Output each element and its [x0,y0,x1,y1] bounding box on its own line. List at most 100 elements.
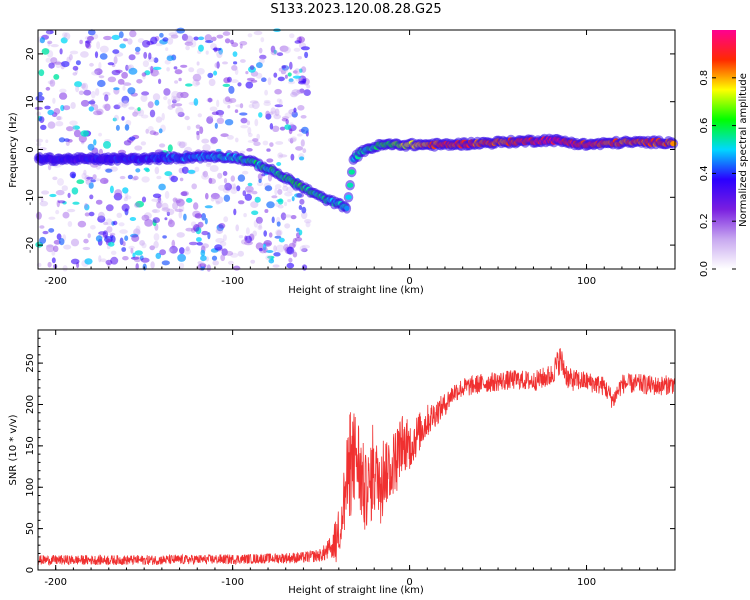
y-tick-label: 10 [25,95,36,108]
noise-blob [95,235,103,242]
noise-blob [196,237,202,242]
noise-blob [113,192,123,201]
noise-blob [228,260,234,265]
noise-blob [284,74,288,79]
noise-blob [290,136,297,142]
noise-blob [285,118,289,125]
noise-blob [207,72,214,78]
noise-blob [112,49,120,54]
noise-blob [183,248,191,255]
noise-blob [245,81,254,89]
noise-blob [150,261,155,269]
noise-blob [49,79,56,87]
noise-blob [250,201,259,209]
noise-blob [196,242,203,246]
noise-blob [229,98,237,103]
noise-blob [122,256,129,261]
noise-blob [287,199,292,203]
y-tick-label: 200 [25,395,36,414]
noise-blob [286,246,295,255]
noise-blob [55,121,64,127]
noise-blob [251,210,259,216]
noise-blob [63,244,72,250]
noise-blob [105,218,113,226]
noise-blob [132,252,136,258]
noise-blob [211,255,218,261]
noise-blob [90,179,97,183]
noise-blob [39,236,47,244]
noise-blob [75,85,80,93]
noise-blob [243,213,247,218]
y-tick-label: -10 [25,189,36,205]
noise-blob [125,195,132,200]
noise-blob [281,65,287,69]
x-tick-label: 100 [577,577,596,588]
noise-blob [170,175,178,183]
noise-blob [207,97,213,103]
noise-blob [48,228,55,233]
noise-blob [245,185,254,193]
noise-blob [129,217,137,221]
noise-blob [237,250,244,257]
noise-blob [87,143,95,151]
noise-blob [196,130,200,136]
noise-blob [230,252,239,258]
noise-blob [142,72,146,80]
noise-blob [193,36,199,41]
noise-blob [205,192,209,200]
noise-blob [166,55,174,61]
noise-blob [47,121,56,129]
colorbar-tick-label: 0.0 [699,261,710,277]
noise-blob [254,118,259,127]
noise-blob [237,200,245,205]
noise-blob [157,202,164,207]
noise-blob [127,87,136,95]
noise-blob [119,43,126,49]
x-tick-label: 0 [406,276,412,287]
noise-blob [97,215,106,223]
noise-blob [128,67,138,75]
noise-blob [55,189,65,196]
noise-blob [201,173,210,180]
noise-blob [174,69,183,75]
noise-blob [39,200,49,207]
y-tick-label: 0 [25,567,36,573]
noise-blob [129,136,136,141]
noise-blob [204,218,208,225]
noise-blob [57,178,64,186]
noise-blob [168,32,178,37]
noise-blob [105,204,114,212]
noise-blob [128,106,135,110]
noise-blob [300,139,305,147]
noise-blob [98,255,102,263]
noise-blob [237,82,242,87]
noise-blob [128,245,135,250]
noise-blob [305,221,311,228]
noise-blob [247,126,252,135]
noise-blob [230,39,234,45]
noise-blob [224,38,231,44]
noise-blob [258,178,262,183]
noise-blob [47,109,54,116]
noise-blob [274,235,282,239]
noise-blob [219,113,223,118]
noise-blob [103,221,109,226]
noise-blob [122,85,126,91]
noise-blob [118,222,125,227]
noise-blob [130,256,140,260]
spectrogram-ridge [33,133,679,214]
noise-blob [123,140,132,146]
noise-blob [241,239,248,245]
noise-blob [253,30,263,36]
noise-blob [303,89,311,96]
noise-blob [166,208,175,215]
noise-blob [47,261,52,268]
noise-blob [134,46,141,53]
noise-blob [227,104,231,109]
noise-blob [72,72,78,76]
noise-blob [230,175,235,182]
noise-blob [35,138,44,143]
noise-blob [94,51,99,59]
noise-blob [235,104,243,108]
